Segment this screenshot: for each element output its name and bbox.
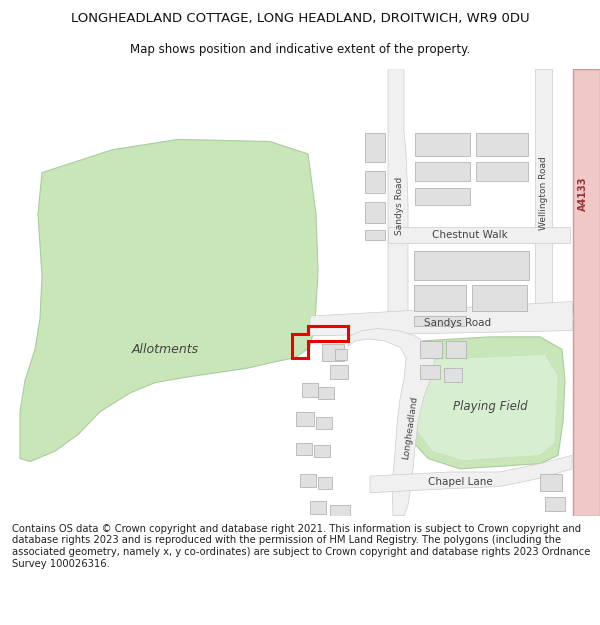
- Bar: [420, 365, 440, 379]
- Bar: [316, 417, 332, 429]
- Bar: [540, 474, 562, 491]
- Bar: [415, 133, 470, 156]
- Bar: [415, 162, 470, 181]
- Text: Playing Field: Playing Field: [452, 400, 527, 413]
- Bar: [365, 171, 385, 194]
- Text: LONGHEADLAND COTTAGE, LONG HEADLAND, DROITWICH, WR9 0DU: LONGHEADLAND COTTAGE, LONG HEADLAND, DRO…: [71, 12, 529, 25]
- Polygon shape: [348, 329, 435, 516]
- Bar: [335, 349, 347, 360]
- Text: Chestnut Walk: Chestnut Walk: [432, 230, 508, 240]
- Bar: [330, 365, 348, 379]
- Bar: [296, 412, 314, 426]
- Text: Sandys Road: Sandys Road: [395, 177, 404, 235]
- Text: Map shows position and indicative extent of the property.: Map shows position and indicative extent…: [130, 44, 470, 56]
- Bar: [330, 505, 350, 516]
- Polygon shape: [415, 354, 558, 461]
- Bar: [314, 445, 330, 458]
- Polygon shape: [388, 227, 570, 243]
- Text: Longheadland: Longheadland: [401, 395, 419, 459]
- Bar: [322, 344, 344, 361]
- Bar: [476, 133, 528, 156]
- Bar: [318, 477, 332, 489]
- Bar: [545, 497, 565, 511]
- Polygon shape: [573, 69, 600, 516]
- Bar: [444, 368, 462, 381]
- Bar: [446, 341, 466, 357]
- Bar: [365, 202, 385, 222]
- Text: Contains OS data © Crown copyright and database right 2021. This information is : Contains OS data © Crown copyright and d…: [12, 524, 590, 569]
- Text: Wellington Road: Wellington Road: [539, 157, 548, 231]
- Bar: [365, 230, 385, 240]
- Polygon shape: [535, 69, 552, 326]
- Bar: [296, 443, 312, 456]
- Bar: [414, 285, 466, 311]
- Bar: [415, 188, 470, 205]
- Polygon shape: [310, 301, 573, 336]
- Polygon shape: [408, 337, 565, 469]
- Bar: [318, 387, 334, 399]
- Bar: [310, 501, 326, 514]
- Bar: [302, 382, 318, 397]
- Bar: [365, 133, 385, 162]
- Bar: [420, 341, 442, 357]
- Polygon shape: [388, 69, 408, 326]
- Bar: [300, 474, 316, 486]
- Bar: [472, 285, 527, 311]
- Text: Sandys Road: Sandys Road: [424, 318, 491, 328]
- Text: A4133: A4133: [578, 176, 588, 211]
- Bar: [476, 162, 528, 181]
- Bar: [414, 251, 529, 280]
- Text: Chapel Lane: Chapel Lane: [428, 478, 493, 488]
- Polygon shape: [20, 139, 318, 462]
- Polygon shape: [370, 456, 572, 493]
- Bar: [414, 316, 466, 326]
- Text: Allotments: Allotments: [131, 343, 199, 356]
